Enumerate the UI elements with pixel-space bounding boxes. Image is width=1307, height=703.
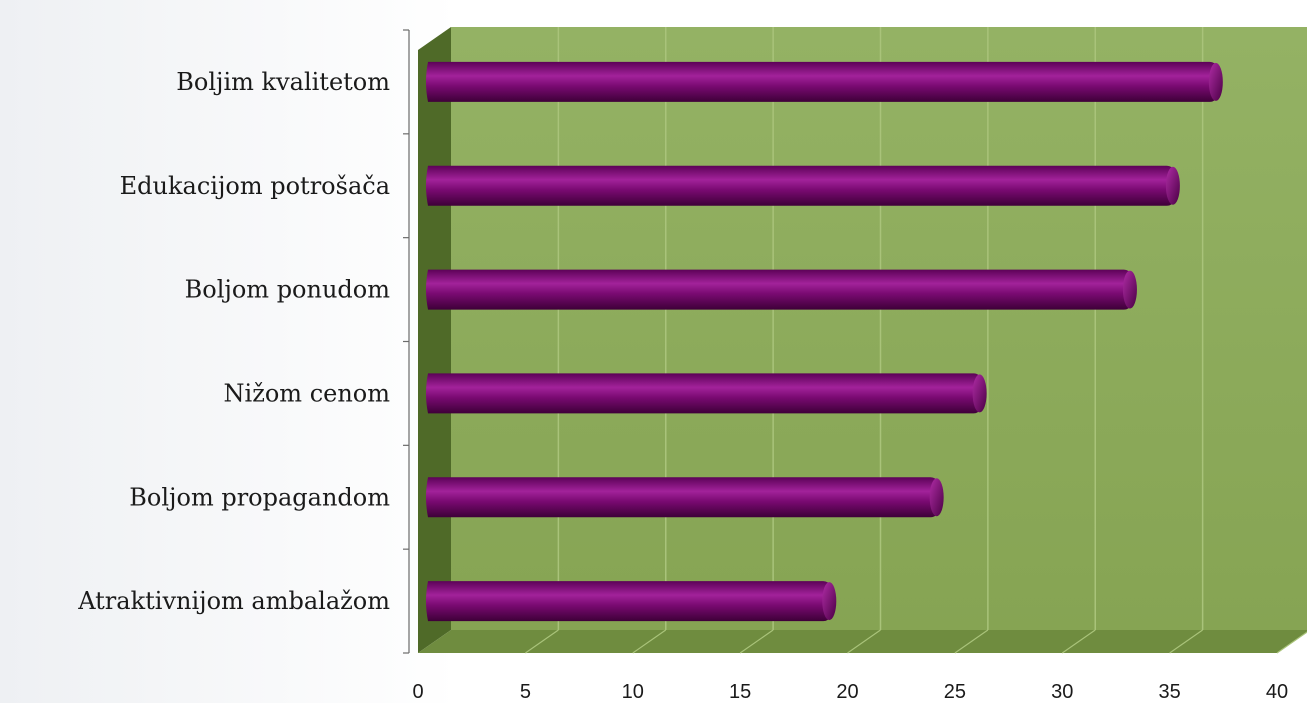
x-tick-label: 30 [1051, 681, 1073, 703]
x-tick-label: 10 [622, 681, 644, 703]
plot-side-wall [418, 27, 451, 653]
x-tick-label: 15 [729, 681, 751, 703]
category-label: Boljom ponudom [185, 276, 391, 304]
bar [426, 269, 1137, 310]
floor-gridline [954, 629, 989, 654]
floor-gridline [1169, 629, 1203, 654]
category-label: Boljom propagandom [129, 483, 390, 511]
bar [426, 581, 837, 622]
x-tick-label: 0 [412, 681, 423, 703]
bar [426, 477, 944, 518]
bar-body [426, 61, 1220, 102]
bar-end-cap [1165, 166, 1180, 205]
bar-body [426, 165, 1177, 206]
bar-body [426, 373, 984, 414]
x-tick-label: 20 [836, 681, 858, 703]
floor-gridline [632, 629, 667, 654]
floor-gridline [739, 629, 774, 654]
category-label: Nižom cenom [224, 379, 391, 407]
bar-end-cap [822, 582, 837, 621]
plot-back-wall [451, 27, 1307, 630]
floor-gridline [525, 629, 559, 654]
floor-gridline [1061, 629, 1096, 654]
category-label: Boljim kvalitetom [176, 68, 390, 96]
bar-body [426, 581, 834, 622]
x-tick-label: 5 [520, 681, 531, 703]
x-tick-label: 25 [944, 681, 966, 703]
bar-end-cap [1122, 270, 1137, 309]
bar-end-cap [1208, 62, 1223, 101]
bar [426, 373, 987, 414]
bar-end-cap [972, 374, 987, 413]
floor-gridline [1276, 631, 1307, 654]
bar [426, 165, 1180, 206]
x-tick-label: 40 [1266, 681, 1288, 703]
x-tick-label: 35 [1159, 681, 1181, 703]
floor-gridline [847, 629, 881, 654]
bar [426, 61, 1223, 102]
bar-end-cap [929, 478, 944, 517]
category-label: Atraktivnijom ambalažom [77, 587, 390, 615]
category-label: Edukacijom potrošača [120, 172, 390, 200]
bar-body [426, 269, 1134, 310]
bar-body [426, 477, 941, 518]
